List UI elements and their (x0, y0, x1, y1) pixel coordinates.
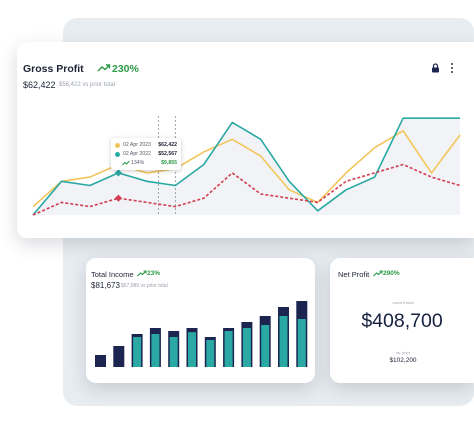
tooltip-row: 134% $9,855 (115, 159, 177, 167)
chart-area-fill (33, 118, 460, 215)
total-income-prior: $67,989 vs prior total (121, 282, 168, 289)
tooltip-date: 02 Apr 2023 (123, 142, 151, 148)
gross-profit-prior: $56,422 vs prior total (59, 81, 116, 88)
total-income-title: Total Income (91, 270, 134, 279)
tooltip-difference: $9,855 (161, 160, 177, 166)
total-income-chart (95, 301, 308, 367)
bar (95, 355, 106, 367)
total-income-change: 23% (147, 270, 161, 277)
bar (224, 331, 233, 367)
net-profit-vs-label: vs. prior (395, 350, 411, 355)
trend-up-icon (97, 64, 111, 72)
bar (206, 340, 215, 367)
lock-icon[interactable] (431, 63, 440, 73)
legend-dot-icon (115, 151, 120, 157)
legend-dot-icon (115, 142, 120, 148)
trend-up-icon (122, 160, 130, 166)
tooltip-change: 134% (131, 160, 145, 166)
tooltip-row: 02 Apr 2023 $62,422 (115, 141, 177, 149)
gross-profit-card[interactable]: Gross Profit 230% $62,422 $56,422 vs pri… (17, 42, 474, 238)
gross-profit-chart (32, 116, 461, 216)
bar (261, 325, 270, 367)
bar (297, 319, 306, 367)
tooltip-date: 02 Apr 2022 (123, 151, 151, 157)
more-vertical-icon[interactable] (450, 63, 454, 74)
tooltip-value: $62,422 (158, 142, 177, 148)
trend-up-icon (137, 270, 147, 277)
trend-up-icon (373, 270, 383, 277)
gross-profit-value: $62,422 (23, 80, 56, 90)
net-profit-title: Net Profit (338, 270, 370, 279)
hover-point (114, 194, 122, 202)
chart-tooltip: 02 Apr 2023 $62,422 02 Apr 2022 $52,567 … (111, 138, 181, 170)
net-profit-card[interactable]: Net Profit 290% current total $408,700 v… (330, 258, 474, 383)
net-profit-value: $408,700 (361, 310, 443, 332)
gross-profit-change: 230% (112, 63, 139, 75)
bar (133, 337, 142, 367)
series-line-current (32, 130, 461, 208)
bar (151, 334, 160, 367)
total-income-value: $81,673 (91, 281, 120, 290)
total-income-card[interactable]: Total Income 23% $81,673 $67,989 vs prio… (86, 258, 315, 383)
gross-profit-title: Gross Profit (23, 63, 84, 75)
net-profit-change: 290% (383, 270, 400, 277)
bar (242, 328, 251, 367)
bar (169, 337, 178, 367)
series-line-prior (32, 117, 460, 216)
bar (188, 332, 196, 367)
bar (113, 346, 125, 367)
hover-point (114, 169, 122, 177)
tooltip-value: $52,567 (158, 151, 177, 157)
net-profit-prior-value: $102,200 (389, 357, 417, 364)
bar (279, 316, 288, 367)
tooltip-row: 02 Apr 2022 $52,567 (115, 150, 177, 158)
series-line-difference (32, 163, 461, 216)
net-profit-current-label: current total (392, 300, 414, 305)
